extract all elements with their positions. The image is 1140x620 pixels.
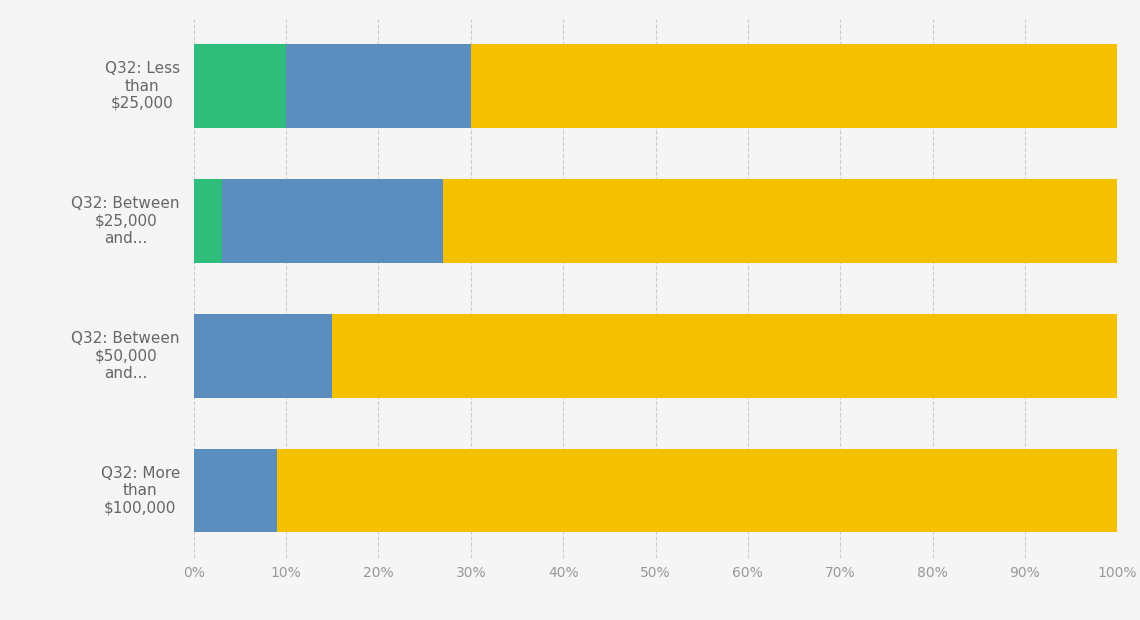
Bar bbox=[471, 44, 1117, 128]
Bar bbox=[221, 179, 443, 263]
Bar bbox=[194, 44, 286, 128]
Bar bbox=[333, 314, 1117, 397]
Bar bbox=[277, 449, 1117, 533]
Bar bbox=[286, 44, 471, 128]
Bar bbox=[194, 179, 221, 263]
Bar bbox=[194, 314, 333, 397]
Bar bbox=[194, 449, 277, 533]
Bar bbox=[443, 179, 1117, 263]
